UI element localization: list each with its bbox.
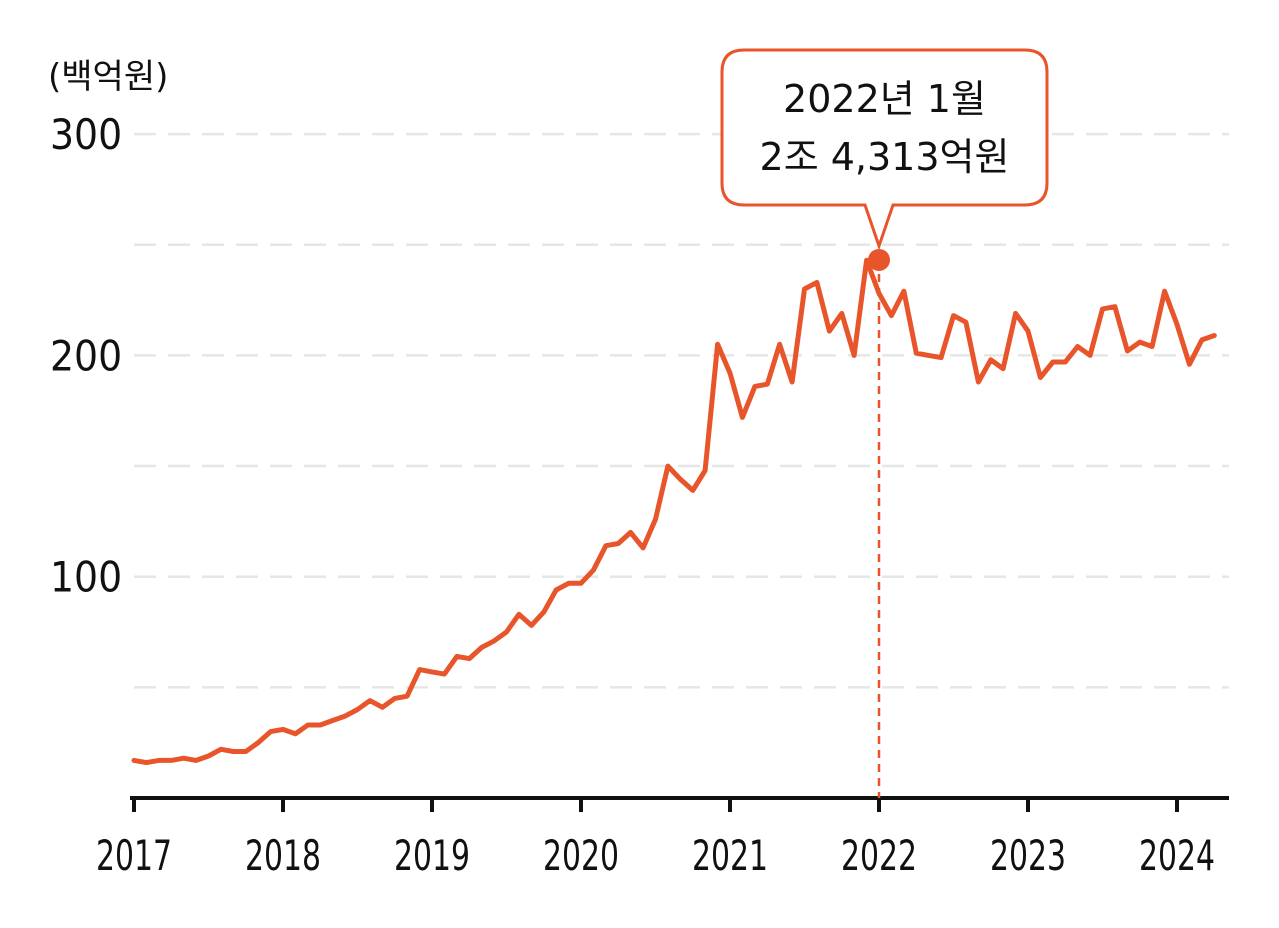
series-line (131, 257, 1217, 766)
callout-bubble (720, 48, 1049, 251)
y-tick-label-200: 200 (50, 331, 122, 380)
x-axis (130, 796, 1229, 812)
callout-date: 2022년 1월 (783, 77, 986, 121)
y-tick-label-100: 100 (50, 553, 122, 602)
x-tick-label-2019: 2019 (394, 831, 470, 880)
y-axis-unit-label: (백억원) (48, 57, 168, 97)
x-tick-label-2017: 2017 (96, 831, 172, 880)
gridlines (134, 132, 1229, 689)
x-tick-label-2023: 2023 (990, 831, 1066, 880)
y-axis-labels: 100 200 300 (50, 110, 122, 602)
callout-value: 2조 4,313억원 (760, 135, 1010, 179)
x-tick-label-2024: 2024 (1139, 831, 1215, 880)
x-tick-label-2020: 2020 (543, 831, 619, 880)
x-axis-labels: 2017 2018 2019 2020 2021 2022 2023 2024 (96, 831, 1215, 880)
callout-point (868, 248, 890, 271)
callout-box: 2022년 1월 2조 4,313억원 (720, 48, 1049, 251)
x-tick-label-2022: 2022 (841, 831, 917, 880)
x-tick-label-2021: 2021 (692, 831, 768, 880)
y-tick-label-300: 300 (50, 110, 122, 159)
x-tick-label-2018: 2018 (245, 831, 321, 880)
